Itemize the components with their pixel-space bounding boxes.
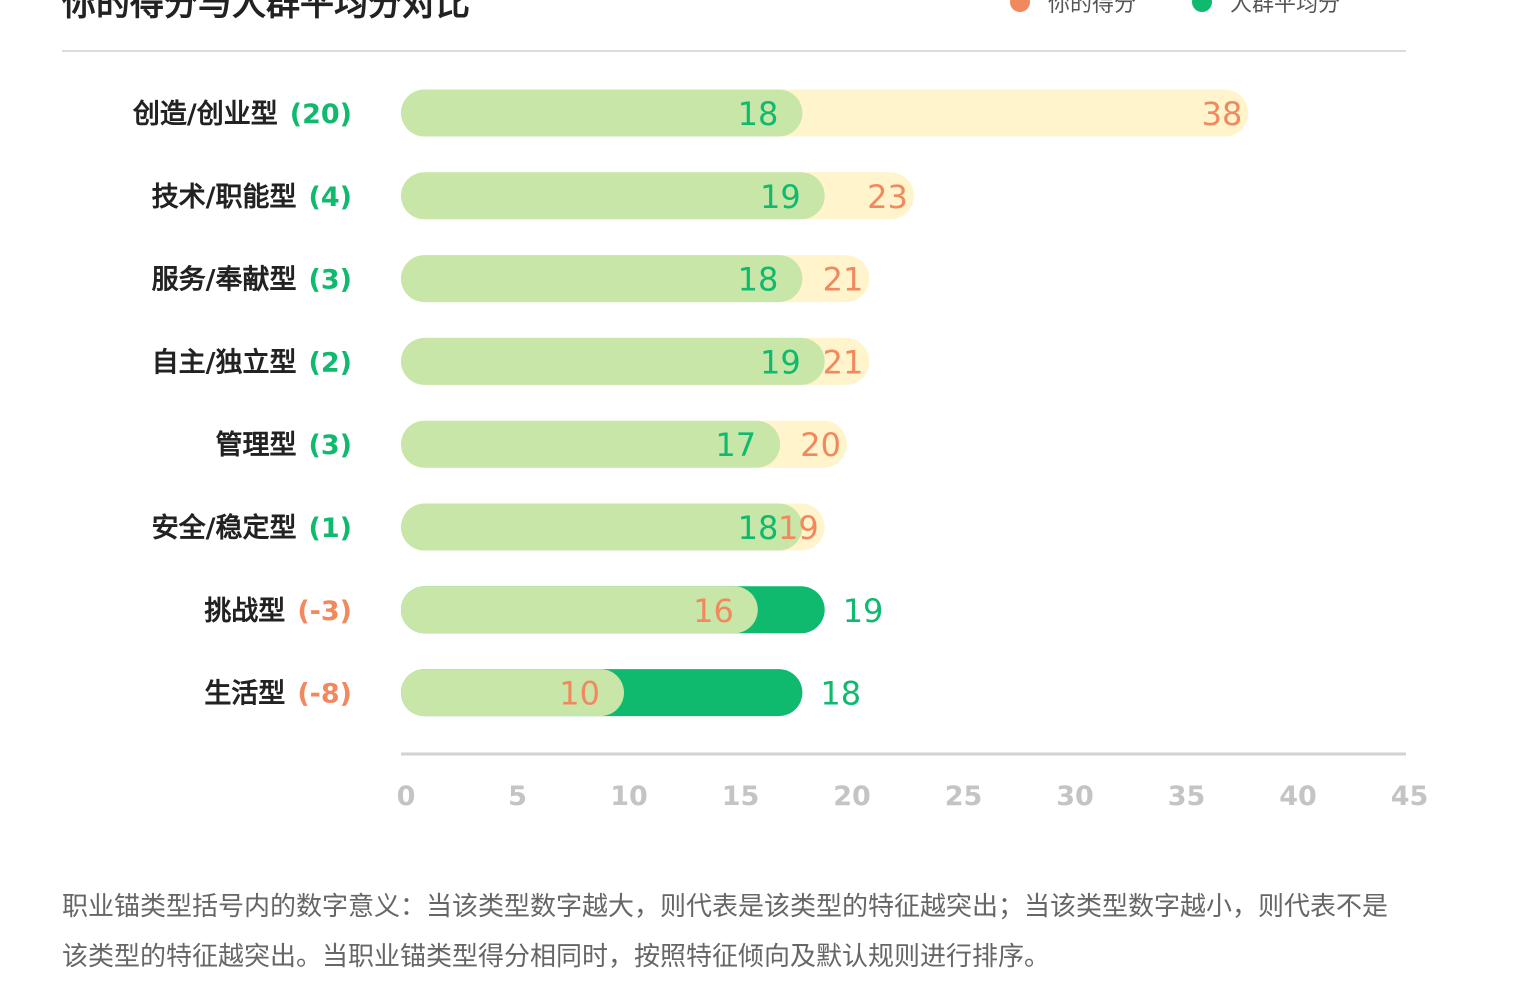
user-value-label: 10 bbox=[559, 675, 600, 713]
user-value-label: 38 bbox=[1202, 95, 1243, 133]
category-diff: (4) bbox=[309, 182, 352, 213]
category-diff: (3) bbox=[309, 430, 352, 461]
category-label: 自主/独立型 (2) bbox=[152, 346, 352, 378]
category-label: 生活型 (-8) bbox=[204, 679, 352, 710]
x-tick-label: 0 bbox=[397, 781, 416, 812]
average-value-label: 18 bbox=[738, 95, 779, 133]
header-divider bbox=[62, 50, 1406, 52]
category-diff: (3) bbox=[309, 265, 352, 296]
average-score-bar bbox=[401, 337, 825, 385]
category-label: 管理型 (3) bbox=[216, 430, 352, 461]
category-name: 安全/稳定型 bbox=[152, 512, 297, 544]
x-tick-label: 30 bbox=[1056, 781, 1094, 812]
user-value-label: 23 bbox=[867, 178, 908, 216]
legend-item-average: 人群平均分 bbox=[1192, 0, 1340, 18]
footnote: 职业锚类型括号内的数字意义：当该类型数字越大，则代表是该类型的特征越突出；当该类… bbox=[62, 892, 1389, 972]
average-value-label: 18 bbox=[738, 261, 779, 299]
average-value-label: 19 bbox=[843, 592, 884, 630]
legend: 你的得分 人群平均分 bbox=[1010, 0, 1340, 18]
legend-label-average: 人群平均分 bbox=[1230, 0, 1341, 17]
category-label: 技术/职能型 (4) bbox=[152, 181, 352, 213]
user-value-label: 20 bbox=[800, 426, 841, 464]
category-diff: (20) bbox=[290, 99, 352, 130]
user-value-label: 21 bbox=[823, 343, 864, 381]
average-value-label: 17 bbox=[715, 426, 756, 464]
x-tick-label: 10 bbox=[610, 781, 648, 812]
category-name: 自主/独立型 bbox=[152, 346, 297, 378]
category-name: 服务/奉献型 bbox=[152, 265, 297, 296]
x-tick-label: 35 bbox=[1168, 781, 1206, 812]
x-tick-label: 25 bbox=[945, 781, 983, 812]
x-tick-label: 15 bbox=[722, 781, 760, 812]
x-tick-label: 5 bbox=[508, 781, 527, 812]
user-score-bar bbox=[401, 586, 758, 634]
category-diff: (-3) bbox=[297, 596, 352, 627]
category-name: 挑战型 bbox=[204, 596, 285, 627]
average-score-bar bbox=[401, 255, 803, 303]
average-score-bar bbox=[401, 420, 781, 468]
bar-chart: 创造/创业型 (20) 18 38 技术/职能型 (4) 19 23 服务/奉献型 (3) 18 21… bbox=[132, 89, 1429, 812]
category-name: 技术/职能型 bbox=[152, 181, 297, 213]
legend-dot-user bbox=[1010, 0, 1030, 12]
average-score-bar bbox=[401, 172, 825, 220]
chart-title: 你的得分与人群平均分对比 bbox=[62, 0, 470, 24]
category-label: 服务/奉献型 (3) bbox=[152, 265, 352, 296]
category-label: 创造/创业型 (20) bbox=[132, 99, 352, 130]
average-value-label: 19 bbox=[760, 178, 801, 216]
legend-label-user: 你的得分 bbox=[1048, 0, 1137, 17]
x-tick-label: 40 bbox=[1279, 781, 1317, 812]
category-diff: (1) bbox=[309, 513, 352, 544]
average-value-label: 18 bbox=[820, 675, 861, 713]
x-tick-label: 45 bbox=[1391, 781, 1429, 812]
category-name: 创造/创业型 bbox=[132, 99, 278, 130]
category-name: 生活型 bbox=[204, 679, 285, 710]
category-label: 安全/稳定型 (1) bbox=[152, 512, 352, 544]
x-tick-label: 20 bbox=[833, 781, 871, 812]
legend-dot-average bbox=[1192, 0, 1213, 12]
user-score-bar bbox=[401, 669, 624, 717]
average-score-bar bbox=[401, 89, 803, 137]
category-name: 管理型 bbox=[216, 430, 297, 461]
user-value-label: 21 bbox=[823, 261, 864, 299]
user-value-label: 16 bbox=[693, 592, 734, 630]
category-label: 挑战型 (-3) bbox=[204, 596, 352, 627]
category-diff: (2) bbox=[309, 347, 352, 378]
average-value-label: 19 bbox=[760, 343, 801, 381]
category-diff: (-8) bbox=[297, 679, 352, 710]
user-value-label: 19 bbox=[778, 509, 819, 547]
average-value-label: 18 bbox=[738, 509, 779, 547]
average-score-bar bbox=[401, 503, 803, 551]
legend-item-user: 你的得分 bbox=[1010, 0, 1136, 18]
